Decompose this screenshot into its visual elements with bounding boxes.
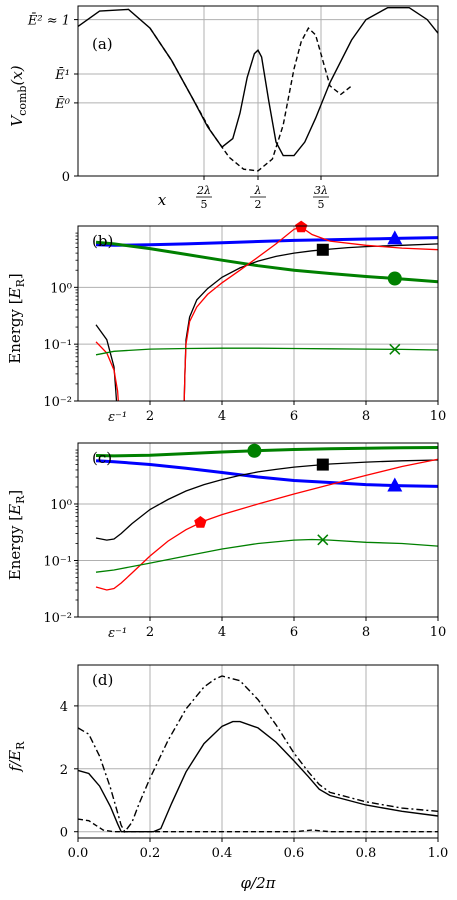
marker-triangle	[387, 230, 403, 245]
y-tick-label: 4	[60, 700, 68, 715]
series-line	[95, 240, 439, 284]
series-line	[95, 458, 439, 591]
y-tick-label: Ē⁰	[54, 96, 70, 112]
series-line	[95, 538, 439, 573]
series-line-solid	[77, 7, 439, 157]
plot-frame	[77, 442, 439, 618]
y-tick-label: 10⁻²	[43, 395, 72, 410]
y-tick-label: 10⁻²	[43, 611, 72, 626]
x-tick-label: 10	[430, 625, 447, 640]
x-tick-denominator: 2	[255, 198, 262, 211]
x-tick-label: 0.0	[68, 846, 89, 861]
series-line	[183, 226, 439, 402]
series-line-dashed	[149, 26, 353, 172]
y-tick-label: Ē¹	[54, 67, 70, 83]
x-tick-label: 8	[362, 625, 370, 640]
y-tick-label: 2	[60, 763, 68, 778]
panel-label: (b)	[92, 232, 113, 250]
x-tick-label: 2	[146, 625, 154, 640]
series-line-dashdot	[77, 675, 439, 833]
series-line	[95, 324, 118, 402]
y-tick-label: 0	[62, 170, 70, 185]
x-axis-label: x	[158, 191, 167, 209]
series-line	[95, 459, 439, 488]
x-tick-label: 0.6	[284, 846, 305, 861]
y-tick-label: 10⁰	[50, 281, 72, 296]
x-tick-label: 0.2	[140, 846, 161, 861]
x-tick-numerator: 2λ	[196, 184, 211, 197]
y-tick-label: 10⁰	[50, 498, 72, 513]
y-tick-label: 0	[60, 826, 68, 841]
series-line-dashed	[77, 818, 438, 833]
marker-circle	[247, 443, 262, 458]
y-axis-label-text: Energy [ER]	[6, 273, 27, 363]
plot-frame	[77, 225, 439, 402]
x-tick-label: 6	[290, 625, 298, 640]
y-axis-label-a: Vcomb(x)	[8, 65, 29, 126]
x-tick-label: 4	[218, 409, 226, 424]
x-tick-label: 4	[218, 625, 226, 640]
x-tick-numerator: 3λ	[314, 184, 328, 197]
panel-label: (d)	[92, 671, 113, 689]
series-line	[95, 236, 439, 247]
marker-triangle	[387, 477, 403, 492]
x-tick-denominator: 5	[318, 198, 325, 211]
series-line	[95, 459, 439, 541]
y-axis-label-b: Energy [ER]	[6, 273, 27, 363]
x-tick-label: 0.4	[212, 846, 233, 861]
panel-label: (a)	[92, 35, 113, 53]
y-axis-label-text: Energy [ER]	[6, 490, 27, 580]
x-tick-numerator: λ	[254, 184, 262, 197]
x-tick-label: 10	[430, 409, 447, 424]
x-tick-label: 1.0	[428, 846, 449, 861]
y-tick-label: 10⁻¹	[43, 338, 72, 353]
x-tick-label: 0.8	[356, 846, 377, 861]
marker-x	[317, 534, 329, 546]
series-line	[183, 243, 439, 402]
epsilon-inverse-label: ε⁻¹	[108, 626, 127, 641]
y-axis-label-text: Vcomb(x)	[8, 65, 29, 126]
epsilon-inverse-label: ε⁻¹	[108, 410, 127, 425]
series-line	[95, 446, 439, 458]
y-tick-label: 10⁻¹	[43, 554, 72, 569]
x-tick-denominator: 5	[201, 198, 208, 211]
panel-label: (c)	[92, 449, 112, 467]
x-tick-label: 2	[146, 409, 154, 424]
series-line	[95, 347, 439, 356]
x-axis-label: φ/2π	[241, 874, 277, 892]
marker-circle	[387, 271, 402, 286]
marker-pentagon	[194, 516, 207, 528]
y-axis-label-d: f/ER	[6, 741, 27, 773]
marker-square	[316, 243, 329, 256]
y-axis-label-text: f/ER	[6, 741, 27, 773]
x-tick-label: 8	[362, 409, 370, 424]
plot-frame	[77, 664, 439, 839]
y-tick-label: Ē² ≈ 1	[27, 13, 70, 29]
marker-x	[389, 343, 401, 355]
series-line	[95, 341, 119, 402]
y-axis-label-c: Energy [ER]	[6, 490, 27, 580]
series-line-solid	[77, 720, 439, 833]
x-tick-label: 6	[290, 409, 298, 424]
marker-square	[316, 458, 329, 471]
